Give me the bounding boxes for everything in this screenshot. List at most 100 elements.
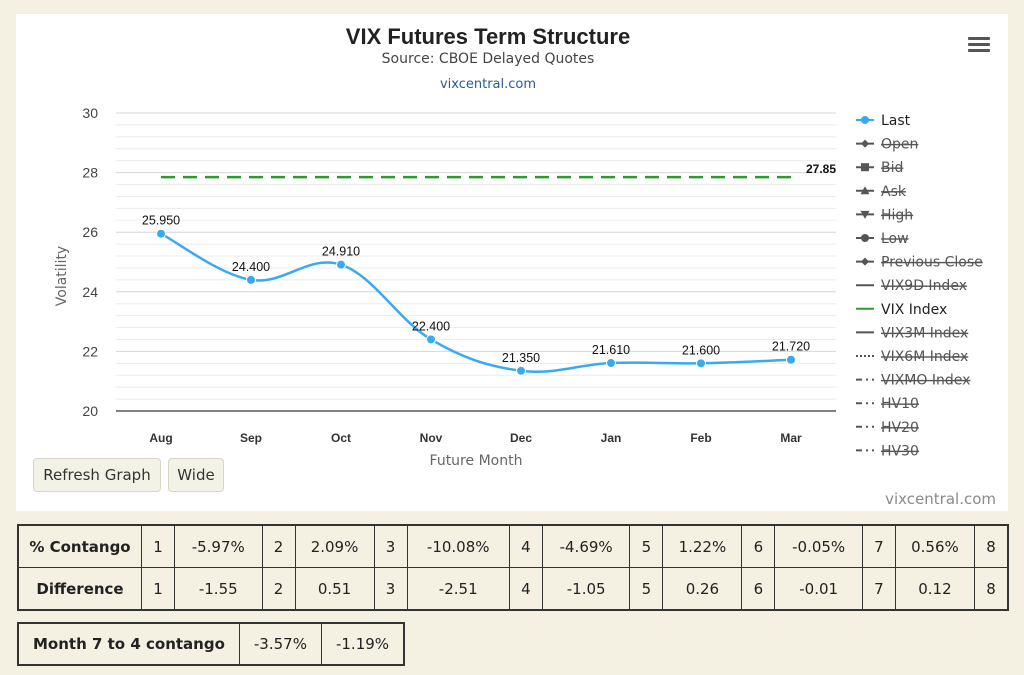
legend-item[interactable]: Open xyxy=(856,137,918,153)
legend-item[interactable]: VIXMO Index xyxy=(856,373,970,389)
legend-item[interactable]: VIX6M Index xyxy=(856,349,968,365)
x-axis-title: Future Month xyxy=(430,453,523,469)
stats-value: 2.09% xyxy=(294,524,375,568)
chart-title: VIX Futures Term Structure xyxy=(346,24,630,49)
x-tick-label: Mar xyxy=(780,431,802,445)
legend-item[interactable]: Ask xyxy=(856,184,907,200)
stats-month-index: 7 xyxy=(861,567,896,611)
legend-label: VIX3M Index xyxy=(881,325,968,341)
wide-button[interactable]: Wide xyxy=(168,458,224,492)
legend-label: Low xyxy=(881,231,909,247)
stats-month-index: 8 xyxy=(974,567,1009,611)
legend-item[interactable]: HV10 xyxy=(856,396,919,412)
stats-value: -5.97% xyxy=(174,524,263,568)
data-label: 24.400 xyxy=(232,260,270,274)
legend-item[interactable]: Previous Close xyxy=(856,255,983,271)
stats-month-index: 5 xyxy=(629,567,664,611)
legend-label: Bid xyxy=(881,160,903,176)
last-data-point[interactable] xyxy=(336,259,346,270)
stats-month-index: 4 xyxy=(508,524,543,568)
plot-area: 20 22 24 26 28 30 Aug Sep Oct Nov Dec Jan Feb Mar 27.8… xyxy=(82,105,836,445)
x-tick-label: Sep xyxy=(240,431,262,445)
last-data-point[interactable] xyxy=(786,354,796,365)
legend-item[interactable]: HV20 xyxy=(856,420,919,436)
stats-month-index: 1 xyxy=(141,567,175,611)
y-tick-label: 28 xyxy=(82,165,98,181)
legend-item[interactable]: Last xyxy=(856,113,911,129)
month-contango-row: Month 7 to 4 contango -3.57% -1.19% xyxy=(17,622,405,666)
data-label: 21.610 xyxy=(592,343,630,357)
last-data-point[interactable] xyxy=(246,274,256,285)
legend-item[interactable]: Low xyxy=(856,231,909,247)
source-link[interactable]: vixcentral.com xyxy=(440,77,536,92)
stats-month-index: 5 xyxy=(629,524,664,568)
stats-row: Difference 1 -1.55 2 0.51 3 -2.51 4 -1.05 5 0.26 6-… xyxy=(17,567,1009,611)
legend-marker xyxy=(861,234,869,242)
legend-label: VIX Index xyxy=(881,302,947,318)
legend-label: HV10 xyxy=(881,396,919,412)
month-contango-value: -3.57% xyxy=(238,622,322,666)
vix-index-label: 27.85 xyxy=(806,162,836,176)
refresh-graph-button[interactable]: Refresh Graph xyxy=(33,458,161,492)
legend-item[interactable]: High xyxy=(856,207,913,223)
stats-month-index: 2 xyxy=(261,567,296,611)
stats-value: 0.12 xyxy=(894,567,976,611)
legend-item[interactable]: VIX Index xyxy=(856,302,947,318)
legend-label: Open xyxy=(881,137,918,153)
data-label: 24.910 xyxy=(322,245,360,259)
legend-label: VIX6M Index xyxy=(881,349,968,365)
stats-value: -1.05 xyxy=(541,567,631,611)
legend-label: Ask xyxy=(881,184,907,200)
legend-marker xyxy=(860,210,870,219)
last-data-point[interactable] xyxy=(426,334,436,345)
legend-item[interactable]: VIX3M Index xyxy=(856,325,968,341)
hamburger-menu-icon[interactable] xyxy=(966,34,992,58)
chart-panel: VIX Futures Term Structure Source: CBOE … xyxy=(16,14,1008,511)
stats-value: 0.26 xyxy=(662,567,743,611)
y-tick-label: 24 xyxy=(82,284,98,300)
legend-item[interactable]: Bid xyxy=(856,160,903,176)
data-label: 21.350 xyxy=(502,351,540,365)
x-tick-label: Oct xyxy=(331,431,351,445)
legend-label: HV30 xyxy=(881,443,919,459)
y-tick-label: 30 xyxy=(82,105,98,121)
stats-month-index: 6 xyxy=(741,567,776,611)
last-data-point[interactable] xyxy=(156,228,166,239)
vix-term-structure-chart: VIX Futures Term Structure Source: CBOE … xyxy=(54,24,996,508)
stats-month-index: 2 xyxy=(261,524,296,568)
legend-marker xyxy=(861,163,869,172)
stats-value: -1.55 xyxy=(174,567,263,611)
stats-month-index: 3 xyxy=(373,567,408,611)
last-data-point[interactable] xyxy=(516,365,526,376)
legend-marker xyxy=(860,186,870,195)
chart-subtitle: Source: CBOE Delayed Quotes xyxy=(382,51,595,67)
stats-value: -0.05% xyxy=(774,524,863,568)
y-axis-title: Volatility xyxy=(54,246,70,306)
stats-month-index: 3 xyxy=(373,524,408,568)
stats-row: % Contango 1 -5.97% 2 2.09% 3 -10.08% 4 -4.69% 5 1… xyxy=(17,524,1009,568)
month-contango-value: -1.19% xyxy=(320,622,405,666)
stats-row-label: Difference xyxy=(17,567,142,611)
month-contango-table: Month 7 to 4 contango -3.57% -1.19% xyxy=(17,622,406,666)
credit-text[interactable]: vixcentral.com xyxy=(885,490,996,508)
contango-stats-table: % Contango 1 -5.97% 2 2.09% 3 -10.08% 4 -4.69% 5 1… xyxy=(17,524,1009,611)
last-data-point[interactable] xyxy=(696,358,706,369)
data-label: 22.400 xyxy=(412,319,450,333)
legend-label: High xyxy=(881,207,913,223)
legend-item[interactable]: VIX9D Index xyxy=(856,278,967,294)
stats-value: -2.51 xyxy=(406,567,510,611)
x-tick-label: Jan xyxy=(601,431,622,445)
y-tick-label: 26 xyxy=(82,224,98,240)
last-data-point[interactable] xyxy=(606,358,616,369)
legend-item[interactable]: HV30 xyxy=(856,443,919,459)
stats-month-index: 8 xyxy=(974,524,1009,568)
stats-value: -4.69% xyxy=(541,524,631,568)
stats-value: -0.01 xyxy=(774,567,863,611)
stats-value: 0.56% xyxy=(894,524,976,568)
legend-label: Last xyxy=(881,113,911,129)
x-tick-label: Nov xyxy=(420,431,443,445)
stats-month-index: 1 xyxy=(141,524,175,568)
chart-legend: Last Open Bid Ask High Low Previous Close VIX9D… xyxy=(856,113,983,459)
data-label: 21.600 xyxy=(682,343,720,357)
data-label: 25.950 xyxy=(142,214,180,228)
